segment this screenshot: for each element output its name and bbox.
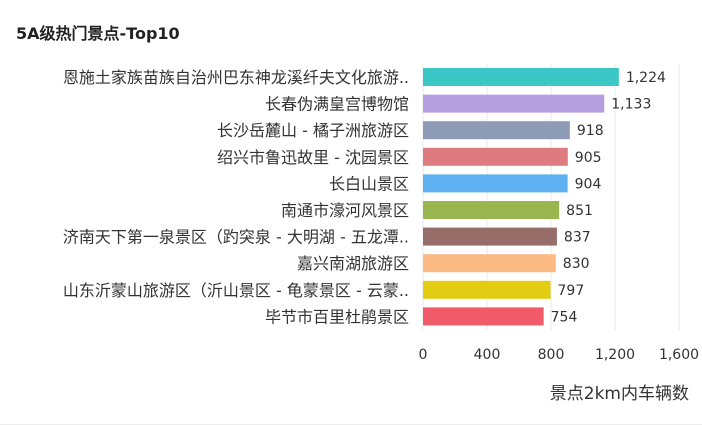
data-label: 905 xyxy=(575,150,602,166)
category-label: 山东沂蒙山旅游区（沂山景区 - 龟蒙景区 - 云蒙.. xyxy=(63,281,409,300)
x-tick-label: 1,600 xyxy=(659,347,699,363)
x-axis-title: 景点2km内车辆数 xyxy=(550,384,689,404)
bar[interactable] xyxy=(423,280,551,299)
x-tick-label: 1,200 xyxy=(595,347,635,363)
category-label: 南通市濠河风景区 xyxy=(281,201,409,220)
data-label: 837 xyxy=(564,230,591,246)
divider xyxy=(0,424,702,425)
bar[interactable] xyxy=(423,227,557,246)
x-tick-label: 800 xyxy=(538,347,565,363)
data-label: 754 xyxy=(551,309,578,325)
bar[interactable] xyxy=(423,174,568,193)
chart-title: 5A级热门景点-Top10 xyxy=(16,24,180,43)
category-label: 绍兴市鲁迅故里 - 沈园景区 xyxy=(217,148,409,167)
bar[interactable] xyxy=(423,121,570,140)
value-labels: 1,224 1,133 918 905 904 851 837 830 797 754 xyxy=(551,70,666,325)
data-label: 1,133 xyxy=(611,97,651,113)
category-label: 长春伪满皇宫博物馆 xyxy=(265,95,409,114)
x-tick-label: 0 xyxy=(419,347,428,363)
data-label: 904 xyxy=(575,176,602,192)
bar[interactable] xyxy=(423,68,619,86)
bars xyxy=(423,68,619,326)
data-label: 797 xyxy=(558,283,585,299)
category-label: 济南天下第一泉景区（趵突泉 - 大明湖 - 五龙潭.. xyxy=(63,228,409,247)
bar[interactable] xyxy=(423,147,568,166)
x-axis-ticks: 0 400 800 1,200 1,600 xyxy=(419,347,700,363)
bar[interactable] xyxy=(423,201,560,219)
category-label: 毕节市百里杜鹃景区 xyxy=(265,307,409,326)
category-label: 嘉兴南湖旅游区 xyxy=(297,254,409,273)
category-label: 长沙岳麓山 - 橘子洲旅游区 xyxy=(217,121,409,140)
bar[interactable] xyxy=(423,307,544,326)
data-label: 918 xyxy=(577,123,604,139)
x-tick-label: 400 xyxy=(474,347,501,363)
data-label: 1,224 xyxy=(626,70,666,86)
bar[interactable] xyxy=(423,254,556,273)
data-label: 851 xyxy=(566,203,593,219)
bar[interactable] xyxy=(423,94,605,113)
category-label: 恩施土家族苗族自治州巴东神龙溪纤夫文化旅游.. xyxy=(63,68,409,87)
data-label: 830 xyxy=(563,256,590,272)
category-label: 长白山景区 xyxy=(329,174,409,193)
